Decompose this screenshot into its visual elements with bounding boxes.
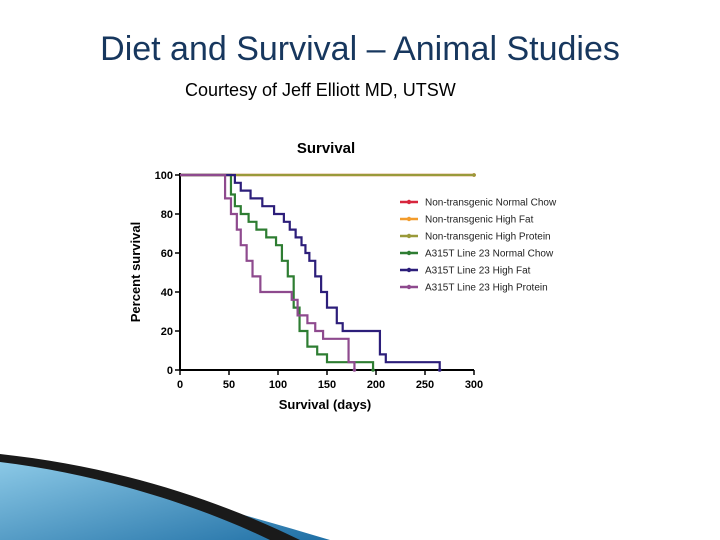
x-tick-label: 250 <box>416 379 434 391</box>
series-layer <box>180 173 476 372</box>
survival-chart: Survival Survival (days) Percent surviva… <box>128 140 557 412</box>
legend-entry-label: A315T Line 23 Normal Chow <box>425 249 554 260</box>
legend-entry-label: Non-transgenic High Fat <box>425 215 534 226</box>
y-tick-label: 0 <box>167 365 173 377</box>
legend-marker-4 <box>406 250 412 256</box>
blue-swoosh-shape <box>0 458 330 540</box>
legend-entry-label: Non-transgenic High Protein <box>425 232 551 243</box>
y-tick-label: 80 <box>161 209 173 221</box>
x-tick-label: 150 <box>318 379 336 391</box>
series-end-point-5 <box>437 368 442 372</box>
legend: Non-transgenic Normal Chow Non-transgenic… <box>400 198 557 294</box>
black-swoosh-stripe <box>0 454 300 540</box>
legend-marker-5 <box>406 267 412 273</box>
axes: 0 20 40 60 80 100 0 50 100 150 200 250 300 <box>155 170 484 391</box>
decorative-swoosh <box>0 454 330 540</box>
x-axis-label: Survival (days) <box>279 397 372 412</box>
slide-subtitle: Courtesy of Jeff Elliott MD, UTSW <box>185 80 456 100</box>
x-tick-label: 300 <box>465 379 483 391</box>
legend-marker-6 <box>406 284 412 290</box>
slide-title: Diet and Survival – Animal Studies <box>100 30 620 68</box>
series-line-4 <box>180 173 375 370</box>
y-tick-label: 20 <box>161 326 173 338</box>
y-axis-label: Percent survival <box>128 222 143 322</box>
x-tick-label: 200 <box>367 379 385 391</box>
legend-marker-3 <box>406 233 412 239</box>
legend-entry-label: Non-transgenic Normal Chow <box>425 198 557 209</box>
series-end-point-6 <box>352 368 357 372</box>
series-end-point-3 <box>472 173 476 177</box>
legend-entry-label: A315T Line 23 High Protein <box>425 283 548 294</box>
y-tick-label: 40 <box>161 287 173 299</box>
y-tick-label: 60 <box>161 248 173 260</box>
y-tick-label: 100 <box>155 170 173 182</box>
x-tick-label: 100 <box>269 379 287 391</box>
x-tick-label: 50 <box>223 379 235 391</box>
legend-marker-2 <box>406 216 412 222</box>
series-end-point-4 <box>371 368 375 372</box>
chart-title: Survival <box>297 140 355 157</box>
legend-entry-label: A315T Line 23 High Fat <box>425 266 531 277</box>
x-tick-label: 0 <box>177 379 183 391</box>
legend-marker-1 <box>406 199 412 205</box>
series-line-6 <box>180 173 356 370</box>
series-line-5 <box>180 173 441 370</box>
